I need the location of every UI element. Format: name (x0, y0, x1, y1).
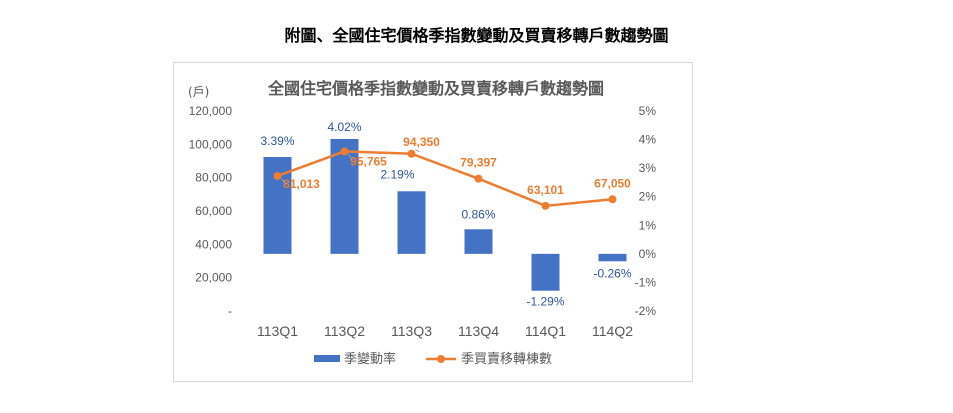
legend-line-label: 季買賣移轉棟數 (461, 352, 552, 367)
left-axis-unit: (戶) (188, 85, 209, 99)
right-tick-label: 3% (639, 161, 657, 175)
line-marker (407, 149, 416, 158)
right-tick-label: 2% (639, 190, 657, 204)
line-data-label: 94,350 (403, 135, 440, 149)
bar (531, 253, 560, 291)
bar (397, 191, 426, 254)
line-marker (541, 201, 550, 210)
leader-line (281, 178, 286, 185)
left-tick-label: 60,000 (195, 204, 232, 218)
bar-data-label: -1.29% (526, 295, 564, 309)
legend-line-marker (437, 355, 445, 363)
chart-frame: 全國住宅價格季指數變動及買賣移轉戶數趨勢圖 (戶) 120,000 100,000… (173, 62, 693, 382)
category-label: 113Q1 (257, 323, 298, 339)
right-tick-label: -1% (635, 275, 657, 289)
bar (330, 139, 359, 254)
line-marker (474, 174, 483, 183)
line-data-label: 67,050 (594, 176, 631, 190)
leader-line (415, 149, 420, 153)
category-label: 113Q3 (391, 323, 432, 339)
left-tick-label: 80,000 (195, 171, 232, 185)
right-tick-label: 0% (639, 247, 657, 261)
right-tick-label: 5% (639, 104, 657, 118)
leader-line (348, 154, 353, 161)
left-tick-label: 20,000 (195, 271, 232, 285)
line-marker (340, 147, 349, 156)
bar-data-label: 2.19% (380, 167, 414, 181)
page-title: 附圖、全國住宅價格季指數變動及買賣移轉戶數趨勢圖 (284, 26, 669, 45)
legend-bar-label: 季變動率 (344, 351, 396, 367)
line-data-label: 95,765 (350, 154, 387, 168)
chart-title: 全國住宅價格季指數變動及買賣移轉戶數趨勢圖 (267, 79, 604, 98)
bar-data-label: 0.86% (461, 207, 495, 221)
left-tick-label: 120,000 (189, 104, 233, 118)
right-tick-label: -2% (635, 304, 657, 318)
right-tick-label: 1% (639, 218, 657, 232)
bar-data-label: -0.26% (593, 266, 631, 280)
line-marker (608, 195, 617, 204)
legend-bar-swatch (314, 355, 340, 362)
category-label: 114Q2 (592, 323, 633, 339)
bar-data-label: 3.39% (260, 134, 294, 148)
line-data-label: 81,013 (283, 177, 320, 191)
category-label: 113Q4 (458, 323, 499, 339)
bar (598, 253, 627, 262)
line-data-label: 79,397 (460, 156, 497, 170)
category-label: 113Q2 (324, 323, 365, 339)
left-tick-label: 100,000 (189, 137, 233, 151)
right-tick-label: 4% (639, 133, 657, 147)
left-tick-label: - (228, 304, 232, 318)
chart-svg: 全國住宅價格季指數變動及買賣移轉戶數趨勢圖 (戶) 120,000 100,000… (188, 79, 657, 367)
line-series (277, 150, 613, 208)
category-label: 114Q1 (525, 323, 566, 339)
bar (464, 229, 493, 254)
line-marker (273, 171, 282, 180)
bar-data-label: 4.02% (327, 120, 361, 134)
left-tick-label: 40,000 (195, 237, 232, 251)
line-data-label: 63,101 (527, 183, 564, 197)
